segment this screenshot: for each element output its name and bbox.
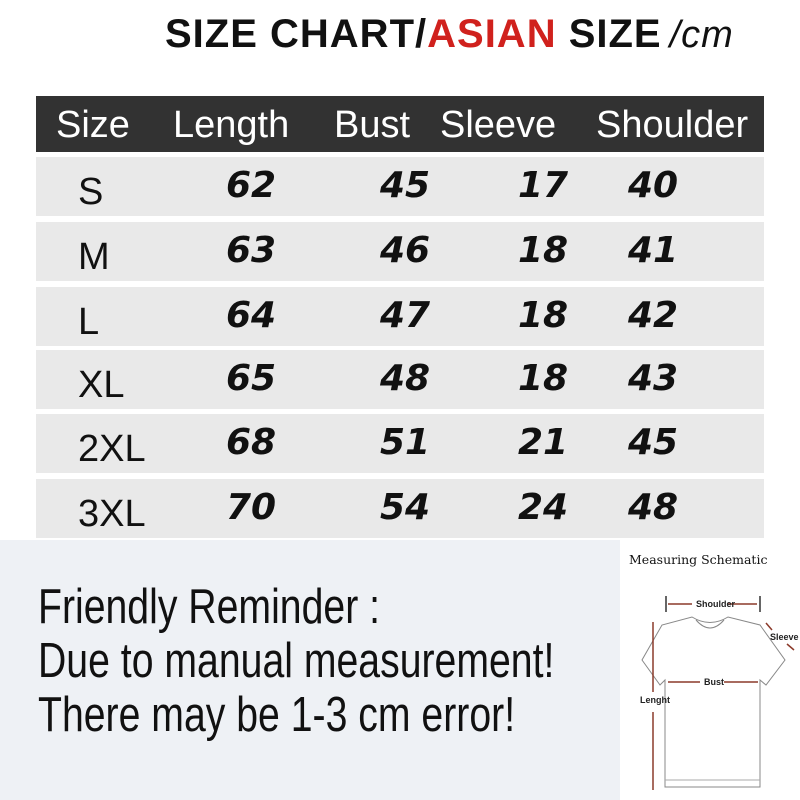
- page-title: SIZE CHART/ASIAN SIZE/cm: [165, 12, 734, 57]
- size-cell: 3XL: [78, 493, 146, 535]
- bust-cell: 46: [380, 230, 431, 271]
- table-row: M 63 46 18 41: [36, 222, 764, 281]
- table-row: S 62 45 17 40: [36, 157, 764, 216]
- schematic-title: Measuring Schematic: [629, 552, 768, 567]
- length-cell: 63: [226, 230, 277, 271]
- table-header: Size Length Bust Sleeve Shoulder: [36, 96, 764, 152]
- header-length: Length: [173, 104, 290, 146]
- size-cell: S: [78, 171, 104, 213]
- reminder-line-1: Friendly Reminder :: [38, 580, 381, 634]
- sleeve-cell: 17: [518, 165, 569, 206]
- shoulder-cell: 41: [628, 230, 679, 271]
- label-sleeve: Sleeve: [770, 632, 799, 642]
- sleeve-cell: 24: [518, 487, 569, 528]
- header-sleeve: Sleeve: [440, 104, 557, 146]
- label-shoulder: Shoulder: [696, 599, 736, 609]
- reminder-line-2: Due to manual measurement!: [38, 634, 555, 688]
- size-cell: XL: [78, 364, 125, 406]
- title-asian: ASIAN: [427, 12, 557, 56]
- length-cell: 64: [226, 295, 277, 336]
- table-row: XL 65 48 18 43: [36, 350, 764, 409]
- table-row: L 64 47 18 42: [36, 287, 764, 346]
- sleeve-cell: 18: [518, 358, 569, 399]
- sleeve-cell: 18: [518, 295, 569, 336]
- sleeve-cell: 21: [518, 422, 569, 463]
- measuring-schematic: Measuring Schematic Shoulder Sleeve Bust…: [620, 540, 800, 800]
- title-unit: /cm: [669, 14, 734, 56]
- bust-cell: 54: [380, 487, 431, 528]
- size-cell: 2XL: [78, 428, 146, 470]
- table-row: 3XL 70 54 24 48: [36, 479, 764, 538]
- shoulder-cell: 42: [628, 295, 679, 336]
- header-shoulder: Shoulder: [596, 104, 749, 146]
- length-cell: 70: [226, 487, 277, 528]
- friendly-reminder: Friendly Reminder : Due to manual measur…: [38, 580, 554, 742]
- bust-cell: 45: [380, 165, 431, 206]
- tshirt-icon: [641, 596, 795, 790]
- bust-cell: 48: [380, 358, 431, 399]
- length-cell: 65: [226, 358, 277, 399]
- header-size: Size: [56, 104, 130, 146]
- reminder-line-3: There may be 1-3 cm error!: [38, 688, 516, 742]
- size-cell: M: [78, 236, 110, 278]
- shoulder-cell: 45: [628, 422, 679, 463]
- label-bust: Bust: [704, 677, 724, 687]
- size-cell: L: [78, 301, 100, 343]
- length-cell: 62: [226, 165, 277, 206]
- title-part3: SIZE: [556, 12, 662, 56]
- bust-cell: 47: [380, 295, 431, 336]
- shoulder-cell: 40: [628, 165, 679, 206]
- table-row: 2XL 68 51 21 45: [36, 414, 764, 473]
- label-length: Lenght: [640, 695, 670, 705]
- sleeve-cell: 18: [518, 230, 569, 271]
- shoulder-cell: 43: [628, 358, 679, 399]
- header-bust: Bust: [334, 104, 411, 146]
- length-cell: 68: [226, 422, 277, 463]
- bust-cell: 51: [380, 422, 431, 463]
- shoulder-cell: 48: [628, 487, 679, 528]
- title-part1: SIZE CHART/: [165, 12, 428, 56]
